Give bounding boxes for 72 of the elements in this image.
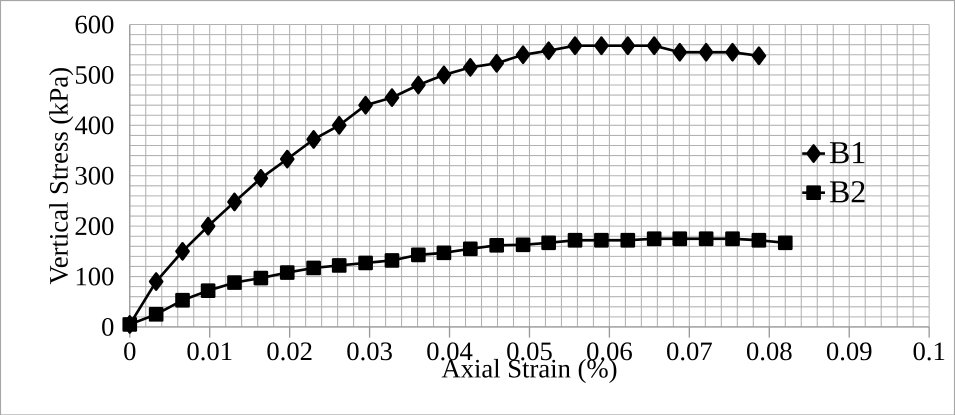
x-axis-title: Axial Strain (%) <box>442 358 616 383</box>
point <box>620 232 636 248</box>
x-tick-label: 0.01 <box>187 342 232 360</box>
point <box>306 260 321 276</box>
y-tick-label: 400 <box>74 116 114 134</box>
point <box>411 247 426 262</box>
x-tick-label: 0.08 <box>746 342 792 360</box>
legend-label: B1 <box>830 142 864 164</box>
point <box>672 231 688 246</box>
point <box>332 116 347 134</box>
point <box>254 270 268 286</box>
y-axis-title: Vertical Stress (kPa) <box>49 68 74 284</box>
point <box>568 232 582 248</box>
point <box>411 75 426 94</box>
point <box>280 264 295 280</box>
point <box>175 242 190 260</box>
point <box>646 231 662 246</box>
x-tick-label: 0.09 <box>826 342 872 360</box>
point <box>516 45 530 64</box>
y-tick-label: 500 <box>76 66 114 84</box>
x-tick-label: 0 <box>124 342 136 360</box>
x-tick-label: 0.05 <box>507 342 552 360</box>
point <box>568 36 582 55</box>
x-tick-label: 0.07 <box>667 342 712 360</box>
x-tick-label: 0.1 <box>914 342 944 360</box>
point <box>646 36 662 55</box>
x-tick-label: 0.04 <box>427 342 472 360</box>
point <box>725 231 740 246</box>
point <box>122 316 138 332</box>
legend-label: B2 <box>830 180 865 202</box>
point <box>436 245 452 260</box>
point <box>254 168 268 188</box>
point <box>462 58 478 76</box>
point <box>332 258 347 273</box>
point <box>672 42 688 62</box>
point <box>384 88 400 107</box>
point <box>227 192 242 212</box>
y-tick-label: 200 <box>76 216 114 235</box>
point <box>280 150 295 168</box>
y-tick-label: 600 <box>76 15 114 34</box>
x-tick-label: 0.06 <box>587 342 632 360</box>
x-tick-label: 0.03 <box>347 342 392 360</box>
point <box>752 46 766 65</box>
point <box>175 292 190 308</box>
point <box>306 130 321 149</box>
point <box>541 235 556 250</box>
point <box>358 96 373 114</box>
point <box>358 255 373 270</box>
point <box>200 216 216 236</box>
y-tick-label: 300 <box>76 166 114 185</box>
point <box>594 232 609 248</box>
point <box>516 237 530 252</box>
point <box>384 252 400 268</box>
point <box>436 65 452 84</box>
point <box>620 36 636 55</box>
point <box>778 235 793 250</box>
point <box>227 275 242 290</box>
point <box>489 238 504 252</box>
y-tick-label: 0 <box>102 318 114 336</box>
y-tick-label: 100 <box>76 267 114 286</box>
point <box>541 41 556 60</box>
point <box>594 36 609 55</box>
point <box>698 231 714 246</box>
point <box>462 241 478 256</box>
point <box>148 272 164 291</box>
point <box>725 42 740 62</box>
point <box>752 232 766 248</box>
point <box>698 42 714 62</box>
point <box>148 306 164 322</box>
x-tick-label: 0.02 <box>267 342 312 360</box>
point <box>200 283 216 298</box>
point <box>489 54 504 72</box>
